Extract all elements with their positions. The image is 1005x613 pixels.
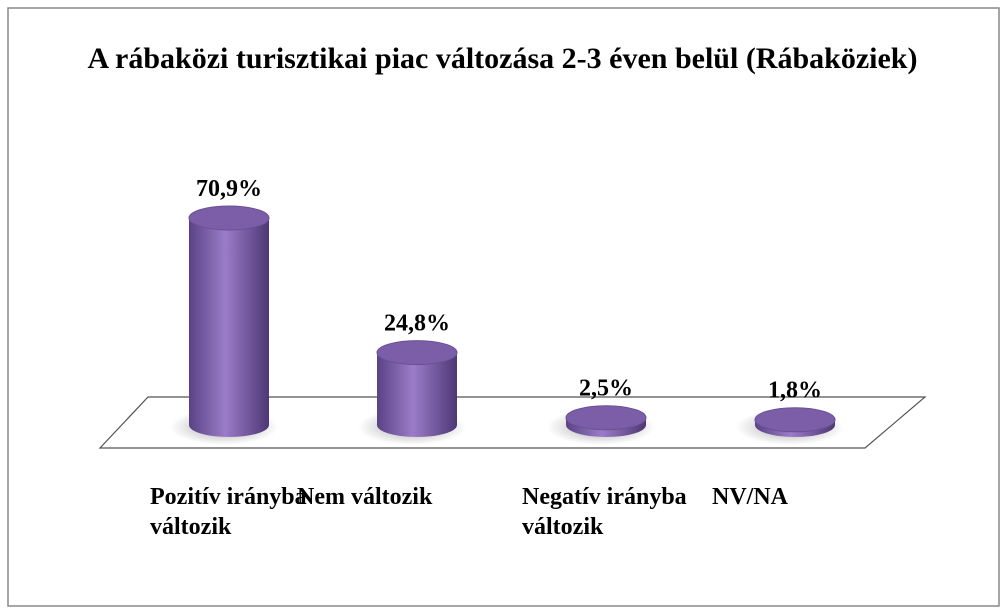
floor	[98, 396, 927, 449]
bar-top	[565, 405, 647, 431]
bar-top	[188, 205, 270, 231]
bar-top	[376, 340, 458, 366]
value-label: 1,8%	[768, 378, 822, 404]
chart-title: A rábaközi turisztikai piac változása 2-…	[87, 42, 918, 75]
category-label: Negatív irányba változik	[522, 484, 687, 540]
category-label: Pozitív irányba változik	[150, 484, 307, 540]
value-label: 2,5%	[579, 376, 633, 402]
bar	[189, 217, 269, 437]
category-label: NV/NA	[712, 484, 788, 510]
value-label: 70,9%	[196, 176, 262, 202]
bar-top	[754, 407, 836, 433]
bar	[377, 352, 457, 437]
value-label: 24,8%	[384, 311, 450, 337]
category-label: Nem változik	[297, 484, 433, 510]
chart-border	[7, 7, 1000, 607]
